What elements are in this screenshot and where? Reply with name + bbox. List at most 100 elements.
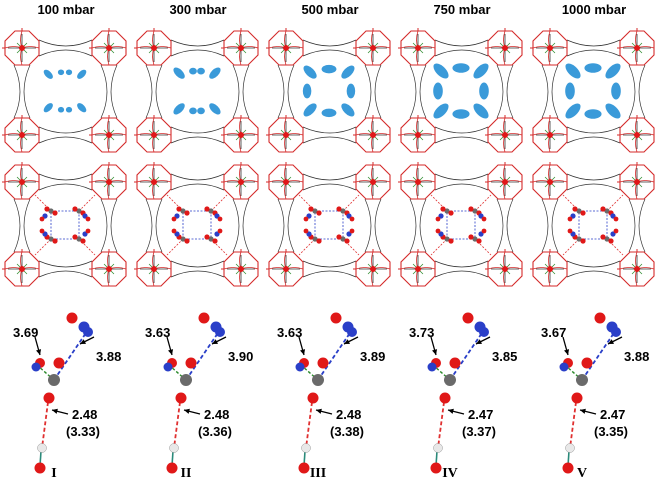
carbon-atom xyxy=(180,374,192,386)
framework-node xyxy=(4,117,40,153)
oxygen-atom xyxy=(39,228,45,234)
linker xyxy=(38,173,93,181)
hydrogen-atom xyxy=(37,443,47,453)
linker xyxy=(242,64,250,119)
linker xyxy=(242,198,250,253)
linker xyxy=(566,270,621,278)
distance-right: 3.88 xyxy=(96,349,122,364)
density-blob xyxy=(433,63,449,79)
hbond-ring xyxy=(578,210,608,240)
cage-outline xyxy=(268,30,304,66)
cage-outline xyxy=(487,164,523,200)
oxygen-atom xyxy=(581,357,593,369)
arrow-head xyxy=(52,408,58,414)
hydrogen-atom xyxy=(169,443,179,453)
arrow-head xyxy=(168,349,174,355)
density-blob xyxy=(452,109,470,119)
interaction-green xyxy=(37,365,55,381)
metal-center xyxy=(238,132,244,138)
framework-linkers xyxy=(134,162,250,278)
linker xyxy=(434,39,489,47)
arrow-head xyxy=(344,339,350,344)
density-blob xyxy=(57,106,65,113)
linker xyxy=(38,260,93,268)
hbond xyxy=(342,194,360,212)
carbon-atom xyxy=(312,236,318,242)
distance-left: 3.73 xyxy=(409,325,435,340)
distance-left: 3.67 xyxy=(541,325,567,340)
density-blob xyxy=(473,103,489,119)
cage-outline xyxy=(355,117,391,153)
cage-outline xyxy=(619,30,655,66)
linker xyxy=(170,270,225,278)
linker xyxy=(434,183,489,191)
linker xyxy=(638,64,646,119)
framework-linkers xyxy=(530,28,646,144)
oxygen-atom xyxy=(217,228,223,234)
framework-node xyxy=(136,117,172,153)
nitrogen-atom xyxy=(214,213,220,219)
framework-node xyxy=(487,30,523,66)
distance-bottom-paren: (3.35) xyxy=(594,424,628,439)
cage-outline xyxy=(136,251,172,287)
density-blob xyxy=(209,67,221,79)
hbond xyxy=(606,194,624,212)
metal-center xyxy=(283,45,289,51)
cage-outline xyxy=(487,251,523,287)
oxygen-atom xyxy=(307,392,319,404)
framework-node xyxy=(91,30,127,66)
oxygen-atom xyxy=(39,216,45,222)
hbond xyxy=(166,238,184,256)
oxygen-atom xyxy=(72,234,78,240)
distance-left: 3.63 xyxy=(145,325,171,340)
carbon-atom xyxy=(48,208,54,214)
linker xyxy=(38,270,93,278)
oxygen-atom xyxy=(198,312,210,324)
metal-center xyxy=(634,179,640,185)
framework-node xyxy=(268,30,304,66)
linker xyxy=(409,64,417,119)
carbon-atom xyxy=(576,236,582,242)
binding-site-model xyxy=(163,312,227,474)
density-blob xyxy=(197,107,205,115)
oxygen-atom xyxy=(600,206,606,212)
framework-node xyxy=(487,164,523,200)
nitrogen-atom xyxy=(346,213,352,219)
nitrogen-atom xyxy=(215,327,225,337)
framework-node xyxy=(619,251,655,287)
cage-outline xyxy=(223,117,259,153)
framework-linkers xyxy=(266,162,382,278)
interaction-red xyxy=(173,401,181,449)
carbon-atom xyxy=(576,374,588,386)
oxygen-atom xyxy=(53,357,65,369)
oxygen-atom xyxy=(580,210,586,216)
carbon-atom xyxy=(340,236,346,242)
interaction-red xyxy=(41,401,49,449)
adsorbed-molecules xyxy=(298,194,360,256)
annotation-arrows xyxy=(430,336,491,415)
linker xyxy=(434,173,489,181)
linker xyxy=(110,64,118,119)
oxygen-atom xyxy=(476,238,482,244)
nitrogen-atom xyxy=(82,231,88,237)
oxygen-atom xyxy=(330,312,342,324)
linker xyxy=(232,64,240,119)
oxygen-atom xyxy=(430,462,442,474)
interaction-blue xyxy=(53,329,89,381)
oxygen-atom xyxy=(349,228,355,234)
oxygen-atom xyxy=(449,357,461,369)
framework-node xyxy=(532,251,568,287)
nitrogen-atom xyxy=(610,213,616,219)
interaction-red xyxy=(569,401,577,449)
oxygen-atom xyxy=(435,216,441,222)
oxygen-atom xyxy=(204,206,210,212)
metal-center xyxy=(502,179,508,185)
linker xyxy=(566,173,621,181)
metal-center xyxy=(106,45,112,51)
linker xyxy=(23,198,31,253)
linker xyxy=(145,64,153,119)
cage-outline xyxy=(532,164,568,200)
framework-node xyxy=(268,251,304,287)
linker xyxy=(628,198,636,253)
density-blob xyxy=(346,83,356,99)
